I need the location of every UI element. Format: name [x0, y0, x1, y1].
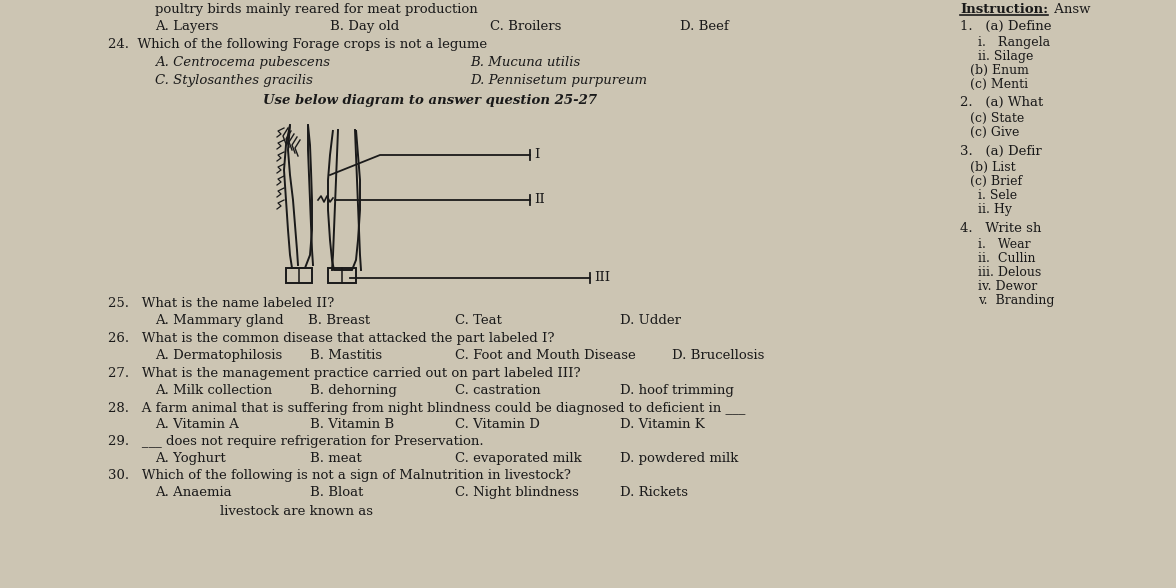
Text: C. evaporated milk: C. evaporated milk [455, 452, 582, 465]
Text: 26.   What is the common disease that attacked the part labeled I?: 26. What is the common disease that atta… [108, 332, 555, 345]
Text: (c) Give: (c) Give [970, 126, 1020, 139]
Text: III: III [594, 271, 610, 284]
Text: ii.  Cullin: ii. Cullin [978, 252, 1036, 265]
Text: ii. Silage: ii. Silage [978, 50, 1034, 63]
Text: D. Brucellosis: D. Brucellosis [671, 349, 764, 362]
Text: Use below diagram to answer question 25-27: Use below diagram to answer question 25-… [263, 94, 597, 107]
Text: 3.   (a) Defir: 3. (a) Defir [960, 145, 1042, 158]
Text: D. Udder: D. Udder [620, 314, 681, 327]
Text: A. Centrocema pubescens: A. Centrocema pubescens [155, 56, 330, 69]
Text: D. Beef: D. Beef [680, 20, 729, 33]
Text: 24.  Which of the following Forage crops is not a legume: 24. Which of the following Forage crops … [108, 38, 487, 51]
Text: D. Vitamin K: D. Vitamin K [620, 418, 704, 431]
Text: livestock are known as: livestock are known as [220, 505, 373, 518]
Text: 29.   ___ does not require refrigeration for Preservation.: 29. ___ does not require refrigeration f… [108, 435, 483, 448]
Text: (c) Brief: (c) Brief [970, 175, 1022, 188]
Text: C. Stylosanthes gracilis: C. Stylosanthes gracilis [155, 74, 313, 87]
Text: D. Pennisetum purpureum: D. Pennisetum purpureum [470, 74, 647, 87]
Text: (c) Menti: (c) Menti [970, 78, 1028, 91]
Text: B. dehorning: B. dehorning [310, 384, 396, 397]
Text: B. Mucuna utilis: B. Mucuna utilis [470, 56, 580, 69]
Text: i.   Wear: i. Wear [978, 238, 1030, 251]
Text: A. Anaemia: A. Anaemia [155, 486, 232, 499]
Text: C. castration: C. castration [455, 384, 541, 397]
Text: v.  Branding: v. Branding [978, 294, 1055, 307]
Text: poultry birds mainly reared for meat production: poultry birds mainly reared for meat pro… [155, 3, 477, 16]
Text: (b) List: (b) List [970, 161, 1016, 174]
Text: iii. Delous: iii. Delous [978, 266, 1041, 279]
Text: 25.   What is the name labeled II?: 25. What is the name labeled II? [108, 297, 334, 310]
Text: Instruction:: Instruction: [960, 3, 1048, 16]
Text: C. Teat: C. Teat [455, 314, 502, 327]
Text: ii. Hy: ii. Hy [978, 203, 1013, 216]
Text: iv. Dewor: iv. Dewor [978, 280, 1037, 293]
Text: C. Vitamin D: C. Vitamin D [455, 418, 540, 431]
Text: A. Layers: A. Layers [155, 20, 219, 33]
Text: B. Vitamin B: B. Vitamin B [310, 418, 394, 431]
Text: D. Rickets: D. Rickets [620, 486, 688, 499]
Text: D. hoof trimming: D. hoof trimming [620, 384, 734, 397]
Text: II: II [534, 193, 544, 206]
Text: B. Mastitis: B. Mastitis [310, 349, 382, 362]
Text: A. Yoghurt: A. Yoghurt [155, 452, 226, 465]
Text: B. Bloat: B. Bloat [310, 486, 363, 499]
Text: C. Night blindness: C. Night blindness [455, 486, 579, 499]
Bar [286, 268, 312, 283]
Text: D. powdered milk: D. powdered milk [620, 452, 739, 465]
Text: B. Day old: B. Day old [330, 20, 399, 33]
Text: (b) Enum: (b) Enum [970, 64, 1029, 77]
Text: 4.   Write sh: 4. Write sh [960, 222, 1042, 235]
Text: C. Foot and Mouth Disease: C. Foot and Mouth Disease [455, 349, 636, 362]
Bar [328, 268, 356, 283]
Text: A. Mammary gland: A. Mammary gland [155, 314, 283, 327]
Text: A. Dermatophilosis: A. Dermatophilosis [155, 349, 282, 362]
Text: (c) State: (c) State [970, 112, 1024, 125]
Text: A. Vitamin A: A. Vitamin A [155, 418, 239, 431]
Text: C. Broilers: C. Broilers [490, 20, 561, 33]
Text: i.   Rangela: i. Rangela [978, 36, 1050, 49]
Text: B. Breast: B. Breast [308, 314, 370, 327]
Text: 1.   (a) Define: 1. (a) Define [960, 20, 1051, 33]
Text: B. meat: B. meat [310, 452, 362, 465]
Text: A. Milk collection: A. Milk collection [155, 384, 272, 397]
Text: 30.   Which of the following is not a sign of Malnutrition in livestock?: 30. Which of the following is not a sign… [108, 469, 570, 482]
Text: I: I [534, 148, 540, 161]
Text: 2.   (a) What: 2. (a) What [960, 96, 1043, 109]
Text: Answ: Answ [1050, 3, 1090, 16]
Text: i. Sele: i. Sele [978, 189, 1017, 202]
Text: 28.   A farm animal that is suffering from night blindness could be diagnosed to: 28. A farm animal that is suffering from… [108, 402, 746, 415]
Text: 27.   What is the management practice carried out on part labeled III?: 27. What is the management practice carr… [108, 367, 581, 380]
